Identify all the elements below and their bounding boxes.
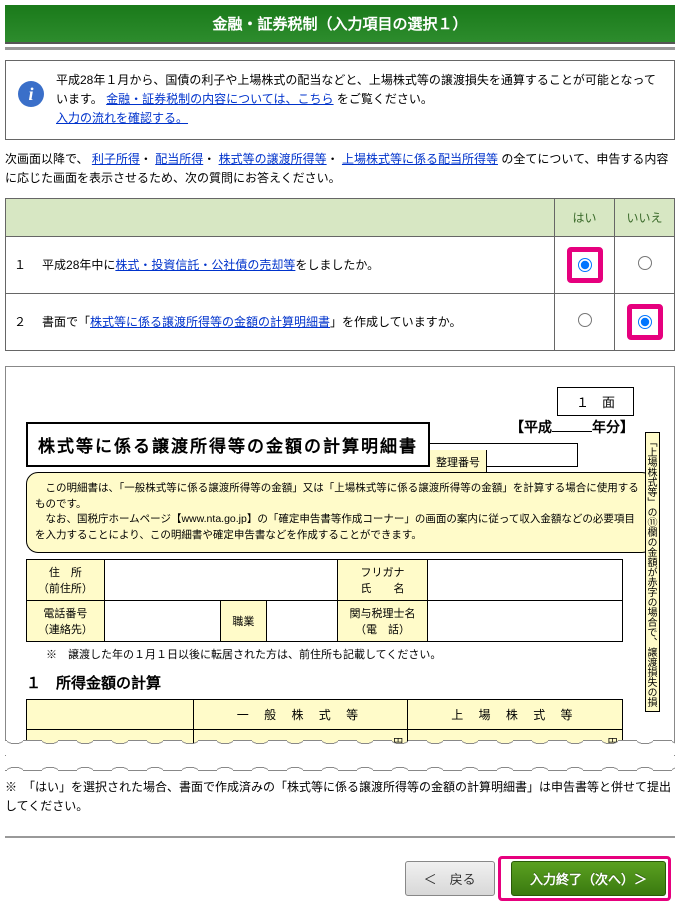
header-no: いいえ [615, 198, 675, 236]
back-button[interactable]: ＜ 戻る [405, 861, 495, 896]
info-link-2[interactable]: 入力の流れを確認する。 [56, 111, 188, 125]
button-row: ＜ 戻る 入力終了（次へ）＞ [5, 848, 675, 909]
intro-link-2[interactable]: 配当所得 [155, 152, 203, 166]
torn-edge [5, 743, 675, 768]
note-text: ※ 「はい」を選択された場合、書面で作成済みの「株式等に係る譲渡所得等の金額の計… [5, 778, 675, 816]
form-title: 株式等に係る譲渡所得等の金額の計算明細書 [26, 422, 430, 467]
form-preview: １ 面 【平成年分】 「上場株式等」の⑪欄の金額が赤字の場合で、譲渡損失の損 株… [5, 366, 675, 755]
form-addr-note: ※ 譲渡した年の１月１日以後に転居された方は、前住所も記載してください。 [46, 646, 654, 662]
table-row: １ 平成28年中に株式・投資信託・公社債の売却等をしましたか。 [6, 236, 675, 293]
question-header-blank [6, 198, 555, 236]
q1-yes-highlight [567, 247, 603, 283]
info-text-2: をご覧ください。 [337, 92, 433, 106]
next-button[interactable]: 入力終了（次へ）＞ [511, 861, 666, 896]
header-yes: はい [555, 198, 615, 236]
form-year: 【平成年分】 [510, 417, 634, 437]
form-page-label: １ 面 [557, 387, 634, 416]
info-icon: i [18, 81, 44, 107]
intro-link-3[interactable]: 株式等の譲渡所得等 [219, 152, 327, 166]
form-description: この明細書は、「一般株式等に係る譲渡所得等の金額」又は「上場株式等に係る譲渡所得… [26, 472, 654, 553]
form-section-1: １ 所得金額の計算 [26, 672, 654, 693]
intro-text: 次画面以降で、 利子所得・ 配当所得・ 株式等の譲渡所得等・ 上場株式等に係る配… [5, 150, 675, 188]
form-address-table: 住 所 （前住所） フリガナ 氏 名 電話番号 （連絡先） 職業 関与税理士名 … [26, 559, 623, 642]
q1-no-radio[interactable] [638, 256, 652, 270]
q1-num: １ [6, 236, 35, 293]
divider-bottom [5, 836, 675, 838]
divider [5, 47, 675, 50]
next-button-highlight: 入力終了（次へ）＞ [498, 856, 671, 901]
q2-yes-radio[interactable] [578, 313, 592, 327]
form-side-note: 「上場株式等」の⑪欄の金額が赤字の場合で、譲渡損失の損 [645, 432, 660, 712]
q2-no-highlight [627, 304, 663, 340]
intro-link-4[interactable]: 上場株式等に係る配当所得等 [342, 152, 498, 166]
q2-link[interactable]: 株式等に係る譲渡所得等の金額の計算明細書 [90, 315, 330, 329]
info-link-1[interactable]: 金融・証券税制の内容については、こちら [106, 92, 333, 106]
table-row: ２ 書面で「株式等に係る譲渡所得等の金額の計算明細書」を作成していますか。 [6, 293, 675, 350]
q2-text: 書面で「株式等に係る譲渡所得等の金額の計算明細書」を作成していますか。 [34, 293, 554, 350]
question-table: はい いいえ １ 平成28年中に株式・投資信託・公社債の売却等をしましたか。 ２… [5, 198, 675, 351]
q2-num: ２ [6, 293, 35, 350]
info-box: i 平成28年１月から、国債の利子や上場株式の配当などと、上場株式等の譲渡損失を… [5, 60, 675, 140]
q1-link[interactable]: 株式・投資信託・公社債の売却等 [115, 258, 295, 272]
q1-text: 平成28年中に株式・投資信託・公社債の売却等をしましたか。 [34, 236, 554, 293]
seiri-box: 整理番号 [430, 443, 578, 467]
intro-link-1[interactable]: 利子所得 [92, 152, 140, 166]
q2-no-radio[interactable] [638, 315, 652, 329]
page-title: 金融・証券税制（入力項目の選択１） [5, 5, 675, 44]
q1-yes-radio[interactable] [578, 258, 592, 272]
